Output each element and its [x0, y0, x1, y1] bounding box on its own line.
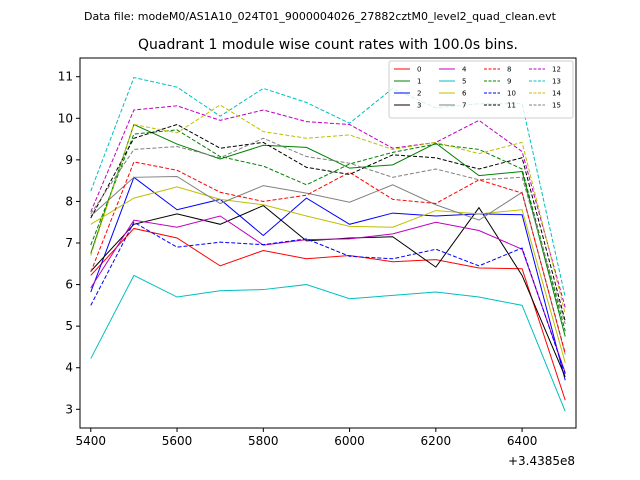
x-tick-label: 6400 [507, 434, 538, 448]
x-tick-label: 6200 [421, 434, 452, 448]
legend-label-7: 7 [462, 102, 466, 110]
legend-label-0: 0 [417, 66, 421, 74]
series-line-5 [90, 274, 566, 412]
series-line-1 [90, 123, 566, 337]
legend-label-3: 3 [417, 102, 421, 110]
y-tick-label: 6 [65, 278, 73, 292]
series-line-12 [90, 105, 566, 308]
x-tick-label: 5800 [248, 434, 279, 448]
y-tick-label: 10 [58, 111, 73, 125]
axis-ticks: 5400 5600 5800 6000 6200 6400 3 4 5 6 7 8 9 10 11 [58, 70, 538, 448]
series-line-11 [90, 123, 566, 322]
legend-label-8: 8 [507, 66, 511, 74]
plot-area [90, 76, 566, 412]
legend-label-12: 12 [552, 66, 561, 74]
series-line-9 [90, 129, 566, 332]
x-axis-offset-label: +3.4385e8 [508, 454, 575, 468]
y-tick-label: 8 [65, 194, 73, 208]
series-line-14 [90, 104, 566, 314]
legend-label-5: 5 [462, 78, 466, 86]
legend-label-6: 6 [462, 90, 467, 98]
series-line-13 [90, 76, 566, 298]
y-tick-label: 3 [65, 402, 73, 416]
y-tick-label: 5 [65, 319, 73, 333]
legend-label-4: 4 [462, 66, 467, 74]
series-line-6 [90, 186, 566, 363]
series-line-8 [90, 161, 566, 354]
legend-label-13: 13 [552, 78, 561, 86]
x-tick-label: 5400 [76, 434, 107, 448]
legend-label-10: 10 [507, 90, 516, 98]
legend-label-2: 2 [417, 90, 421, 98]
series-line-10 [90, 221, 566, 375]
series-line-0 [90, 227, 566, 401]
x-tick-label: 5600 [162, 434, 193, 448]
chart-title: Quadrant 1 module wise count rates with … [138, 37, 518, 53]
series-line-7 [90, 175, 566, 355]
x-tick-label: 6000 [334, 434, 365, 448]
legend-label-11: 11 [507, 102, 516, 110]
series-line-2 [90, 176, 566, 381]
y-tick-label: 7 [65, 236, 73, 250]
y-tick-label: 4 [65, 361, 73, 375]
legend-box [388, 60, 574, 119]
legend-label-14: 14 [552, 90, 561, 98]
y-tick-label: 9 [65, 153, 73, 167]
legend-label-1: 1 [417, 78, 421, 86]
y-tick-label: 11 [58, 70, 73, 84]
legend-label-9: 9 [507, 78, 511, 86]
series-line-15 [90, 137, 566, 325]
series-line-4 [90, 215, 566, 373]
legend-label-15: 15 [552, 102, 561, 110]
data-file-caption: Data file: modeM0/AS1A10_024T01_90000040… [84, 10, 557, 23]
